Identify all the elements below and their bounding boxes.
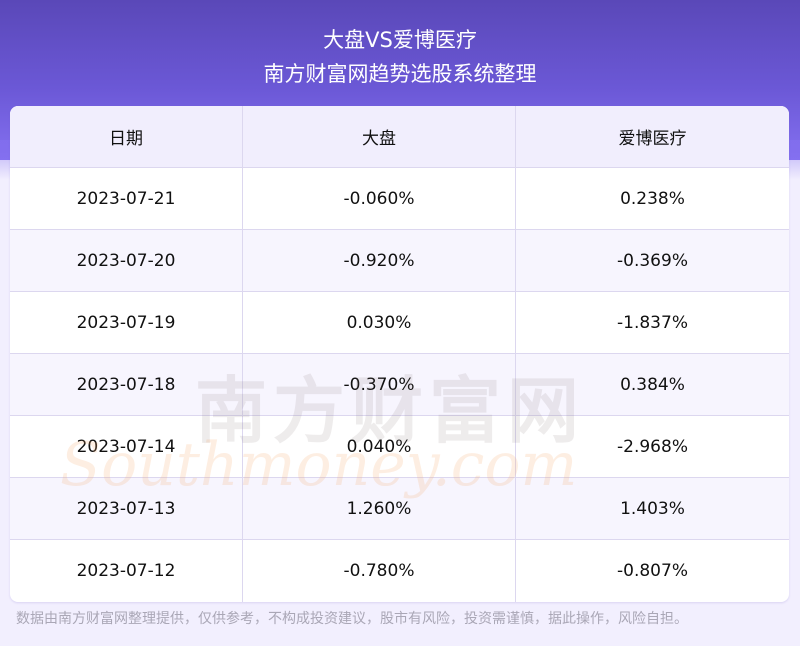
table-row: 2023-07-19 0.030% -1.837% [10, 292, 789, 354]
table-row: 2023-07-13 1.260% 1.403% [10, 478, 789, 540]
column-header: 大盘 [243, 106, 516, 167]
date-cell: 2023-07-20 [10, 230, 243, 291]
data-table: 日期 大盘 爱博医疗 2023-07-21 -0.060% 0.238% 2023-0… [10, 106, 789, 602]
table-row: 2023-07-12 -0.780% -0.807% [10, 540, 789, 602]
market-cell: -0.920% [243, 230, 516, 291]
stock-cell: -0.369% [617, 250, 688, 271]
market-cell: -0.370% [243, 354, 516, 415]
stock-cell: 0.384% [620, 374, 685, 395]
date-cell: 2023-07-12 [10, 540, 243, 602]
date-cell: 2023-07-14 [10, 416, 243, 477]
market-cell: 0.030% [243, 292, 516, 353]
table-header-row: 日期 大盘 爱博医疗 [10, 106, 789, 168]
stock-cell: -0.807% [617, 561, 688, 581]
page-subtitle: 南方财富网趋势选股系统整理 [263, 62, 537, 86]
page-title: 大盘VS爱博医疗 [323, 28, 477, 52]
date-cell: 2023-07-21 [10, 168, 243, 229]
stock-cell: 1.403% [620, 498, 685, 519]
table-row: 2023-07-18 -0.370% 0.384% [10, 354, 789, 416]
column-header: 爱博医疗 [618, 129, 687, 149]
market-cell: -0.060% [243, 168, 516, 229]
table-row: 2023-07-14 0.040% -2.968% [10, 416, 789, 478]
table-row: 2023-07-21 -0.060% 0.238% [10, 168, 789, 230]
column-header: 日期 [10, 106, 243, 167]
stock-cell: -1.837% [617, 312, 688, 333]
market-cell: -0.780% [243, 540, 516, 602]
date-cell: 2023-07-19 [10, 292, 243, 353]
stock-cell: 0.238% [620, 188, 685, 209]
date-cell: 2023-07-18 [10, 354, 243, 415]
date-cell: 2023-07-13 [10, 478, 243, 539]
market-cell: 0.040% [243, 416, 516, 477]
disclaimer: 数据由南方财富网整理提供，仅供参考，不构成投资建议，股市有风险，投资需谨慎，据此… [16, 611, 688, 627]
stock-cell: -2.968% [617, 436, 688, 457]
market-cell: 1.260% [243, 478, 516, 539]
table-row: 2023-07-20 -0.920% -0.369% [10, 230, 789, 292]
